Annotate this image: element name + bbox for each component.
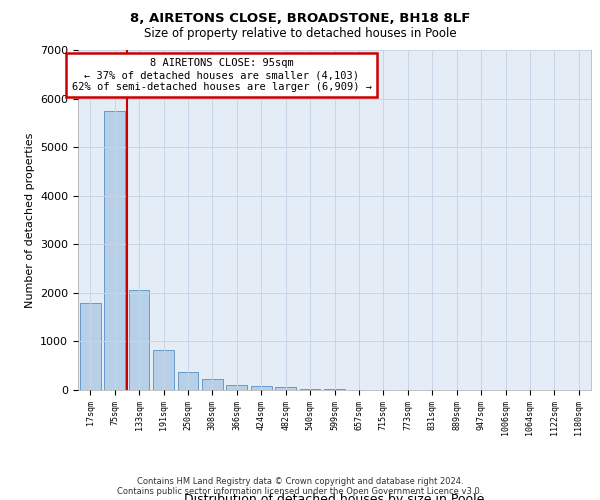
- Bar: [251, 386, 272, 390]
- Text: Contains public sector information licensed under the Open Government Licence v3: Contains public sector information licen…: [118, 487, 482, 496]
- Text: 8 AIRETONS CLOSE: 95sqm
← 37% of detached houses are smaller (4,103)
62% of semi: 8 AIRETONS CLOSE: 95sqm ← 37% of detache…: [71, 58, 371, 92]
- Bar: [104, 110, 125, 390]
- Bar: [128, 290, 149, 390]
- Bar: [299, 388, 320, 390]
- Text: Contains HM Land Registry data © Crown copyright and database right 2024.: Contains HM Land Registry data © Crown c…: [137, 477, 463, 486]
- Bar: [202, 379, 223, 390]
- Text: Size of property relative to detached houses in Poole: Size of property relative to detached ho…: [143, 28, 457, 40]
- Bar: [153, 350, 174, 390]
- Bar: [80, 302, 101, 390]
- Bar: [178, 372, 199, 390]
- Text: 8, AIRETONS CLOSE, BROADSTONE, BH18 8LF: 8, AIRETONS CLOSE, BROADSTONE, BH18 8LF: [130, 12, 470, 26]
- X-axis label: Distribution of detached houses by size in Poole: Distribution of detached houses by size …: [184, 493, 485, 500]
- Y-axis label: Number of detached properties: Number of detached properties: [25, 132, 35, 308]
- Bar: [275, 387, 296, 390]
- Bar: [226, 385, 247, 390]
